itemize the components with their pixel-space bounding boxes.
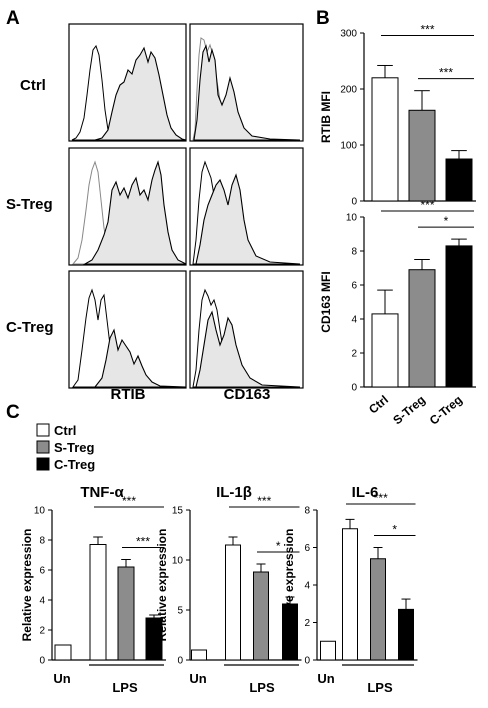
y-tick-label: 2 (304, 618, 310, 629)
y-tick-label: 6 (351, 281, 357, 292)
histogram-c-treg-rtib (68, 270, 187, 389)
y-tick-label: 6 (39, 566, 45, 577)
y-tick-label: 300 (340, 29, 357, 40)
panel-label-b: B (316, 8, 330, 29)
bar (445, 245, 473, 388)
chart-title: IL-1β (216, 484, 252, 501)
legend-swatch (36, 457, 50, 471)
bar (342, 528, 358, 661)
y-tick-label: 4 (351, 315, 357, 326)
y-tick-label: 100 (340, 141, 357, 152)
chart-title: TNF-α (80, 484, 124, 501)
group-label-untreated: Un (317, 671, 334, 686)
group-label-treated: LPS (367, 680, 393, 695)
bar (89, 544, 107, 661)
group-label-treated: LPS (112, 680, 138, 695)
histogram-s-treg-rtib (68, 147, 187, 266)
bar (320, 640, 336, 661)
bar (225, 544, 241, 661)
y-tick-label: 2 (39, 626, 45, 637)
y-tick-label: 5 (177, 606, 183, 617)
x-tick-label: Ctrl (366, 393, 391, 417)
bar (54, 644, 72, 661)
bar (408, 109, 436, 202)
y-axis-label: Relative expression (155, 529, 169, 642)
y-tick-label: 10 (34, 506, 46, 517)
histogram-c-treg-cd163 (189, 270, 304, 389)
bar (253, 571, 269, 661)
group-label-untreated: Un (53, 671, 70, 686)
histogram-grid: Ctrl S-Treg C-Treg RTIB CD163 (6, 23, 304, 403)
y-tick-label: 10 (172, 556, 184, 567)
row-label-ctrl: Ctrl (20, 77, 46, 94)
x-tick-label: S-Treg (390, 393, 428, 428)
y-tick-label: 0 (351, 197, 357, 208)
significance-label: *** (122, 494, 136, 508)
row-label-s-treg: S-Treg (6, 196, 53, 213)
y-tick-label: 0 (177, 656, 183, 667)
chart-b-top: 0 100 200 300 RTIB MFI *** *** (319, 22, 476, 208)
panel-label-c: C (6, 402, 20, 423)
y-axis-label: CD163 MFI (319, 271, 333, 332)
legend-label: S-Treg (54, 440, 95, 455)
bar (408, 269, 436, 388)
significance-label: *** (374, 491, 388, 505)
chart-title: IL-6 (352, 484, 379, 501)
legend: Ctrl S-Treg C-Treg (36, 423, 95, 472)
bar (371, 313, 399, 388)
row-label-c-treg: C-Treg (6, 319, 54, 336)
y-tick-label: 0 (351, 383, 357, 394)
group-label-treated: LPS (249, 680, 275, 695)
significance-label: *** (439, 66, 453, 80)
bar (117, 566, 135, 661)
histogram-ctrl-cd163 (189, 23, 304, 142)
y-tick-label: 4 (39, 596, 45, 607)
bar (371, 77, 399, 202)
legend-label: Ctrl (54, 423, 76, 438)
y-axis-label: Relative expression (20, 529, 34, 642)
y-tick-label: 8 (351, 247, 357, 258)
significance-label: *** (136, 535, 150, 549)
col-label-rtib: RTIB (111, 386, 146, 403)
legend-label: C-Treg (54, 457, 95, 472)
legend-swatch (36, 440, 50, 454)
histogram-ctrl-rtib (68, 23, 187, 142)
col-label-cd163: CD163 (224, 386, 271, 403)
significance-label: * (276, 539, 281, 553)
y-axis-label: RTIB MFI (319, 91, 333, 143)
y-tick-label: 0 (39, 656, 45, 667)
significance-label: * (444, 214, 449, 228)
significance-label: * (392, 523, 397, 537)
y-tick-label: 2 (351, 349, 357, 360)
significance-label: *** (420, 198, 434, 212)
legend-swatch (36, 423, 50, 437)
y-tick-label: 10 (346, 213, 358, 224)
bar (191, 649, 207, 661)
y-tick-label: 4 (304, 581, 310, 592)
y-tick-label: 0 (304, 656, 310, 667)
y-tick-label: 6 (304, 543, 310, 554)
y-axis-label: Relative expression (282, 529, 296, 642)
y-tick-label: 200 (340, 85, 357, 96)
significance-label: *** (257, 494, 271, 508)
y-tick-label: 15 (172, 506, 184, 517)
bar (445, 158, 473, 202)
significance-label: *** (420, 22, 434, 36)
histogram-s-treg-cd163 (189, 147, 304, 266)
group-label-untreated: Un (189, 671, 206, 686)
y-tick-label: 8 (39, 536, 45, 547)
panel-label-a: A (6, 8, 20, 29)
y-tick-label: 8 (304, 506, 310, 517)
bar (398, 608, 414, 661)
bar (370, 558, 386, 661)
x-tick-label: C-Treg (427, 393, 465, 428)
